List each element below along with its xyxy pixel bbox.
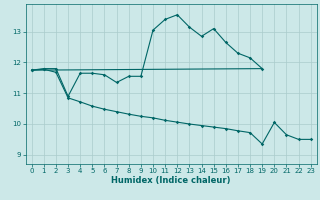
X-axis label: Humidex (Indice chaleur): Humidex (Indice chaleur) [111,176,231,185]
